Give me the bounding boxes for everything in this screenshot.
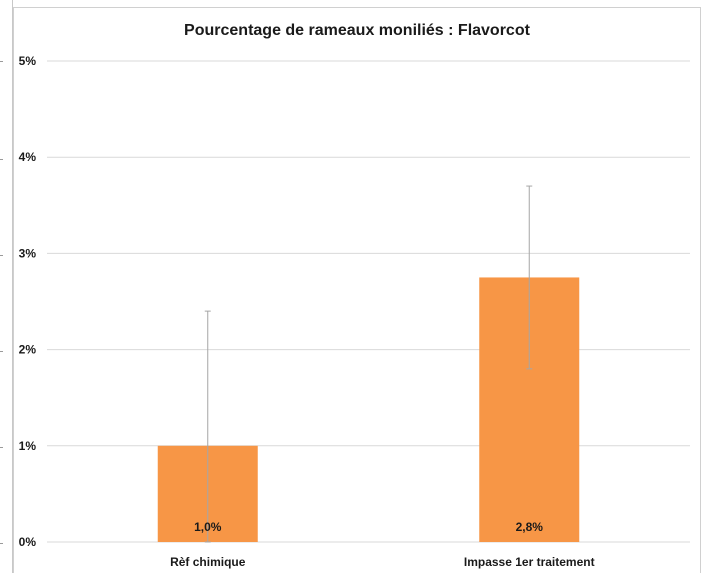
y-tick-label: 2%	[19, 343, 37, 357]
adjacent-panel-edge	[0, 0, 13, 573]
y-tick-label: 0%	[19, 535, 37, 549]
edge-tick	[0, 543, 3, 544]
x-tick-label: Impasse 1er traitement	[464, 555, 595, 569]
x-tick-label: Rèf chimique	[170, 555, 246, 569]
edge-tick	[0, 351, 3, 352]
data-label: 2,8%	[516, 520, 544, 534]
edge-tick	[0, 255, 3, 256]
y-tick-label: 1%	[19, 439, 37, 453]
data-label: 1,0%	[194, 520, 222, 534]
chart-title: Pourcentage de rameaux moniliés : Flavor…	[184, 22, 530, 39]
y-tick-label: 3%	[19, 246, 37, 260]
edge-tick	[0, 447, 3, 448]
edge-tick	[0, 61, 3, 62]
y-tick-label: 4%	[19, 150, 37, 164]
y-tick-label: 5%	[19, 54, 37, 68]
chart-area[interactable]: Pourcentage de rameaux moniliés : Flavor…	[13, 7, 701, 573]
edge-tick	[0, 159, 3, 160]
